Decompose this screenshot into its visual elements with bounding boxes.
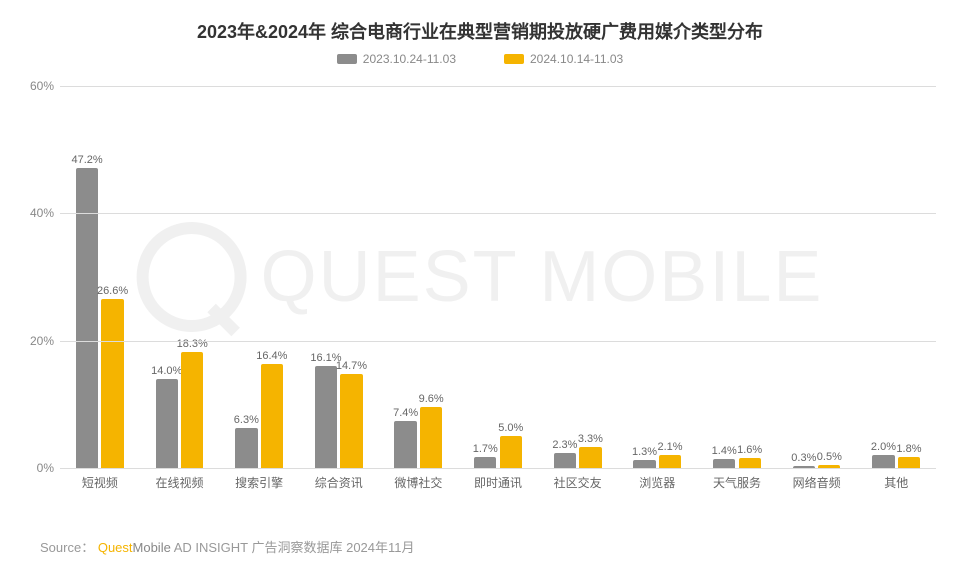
source-prefix: Source：: [40, 540, 94, 555]
bars-container: 47.2%26.6%14.0%18.3%6.3%16.4%16.1%14.7%7…: [60, 86, 936, 468]
legend-label-2: 2024.10.14-11.03: [530, 52, 623, 66]
source-line: Source： QuestMobile AD INSIGHT 广告洞察数据库 2…: [40, 537, 415, 556]
bar: 1.8%: [898, 457, 920, 468]
bar-group: 1.3%2.1%: [617, 86, 697, 468]
bar: 1.7%: [474, 457, 496, 468]
legend: 2023.10.24-11.03 2024.10.14-11.03: [0, 52, 960, 66]
bar-value-label: 0.5%: [817, 451, 842, 465]
chart-title: 2023年&2024年 综合电商行业在典型营销期投放硬广费用媒介类型分布: [0, 18, 960, 44]
x-tick-label: 网络音频: [777, 468, 857, 490]
bar-value-label: 1.6%: [737, 444, 762, 458]
chart-area: 47.2%26.6%14.0%18.3%6.3%16.4%16.1%14.7%7…: [60, 86, 936, 490]
bar: 6.3%: [235, 428, 257, 468]
bar-value-label: 5.0%: [498, 422, 523, 436]
plot-area: 47.2%26.6%14.0%18.3%6.3%16.4%16.1%14.7%7…: [60, 86, 936, 468]
bar-value-label: 16.4%: [256, 350, 287, 364]
bar-value-label: 7.4%: [393, 407, 418, 421]
bar: 16.4%: [261, 364, 283, 468]
bar-group: 1.7%5.0%: [458, 86, 538, 468]
source-brand1: Quest: [98, 540, 133, 555]
bar-value-label: 2.3%: [552, 439, 577, 453]
x-tick-label: 搜索引擎: [219, 468, 299, 490]
x-axis: 短视频在线视频搜索引擎综合资讯微博社交即时通讯社区交友浏览器天气服务网络音频其他: [60, 468, 936, 490]
x-tick-label: 其他: [856, 468, 936, 490]
bar: 5.0%: [500, 436, 522, 468]
x-tick-label: 社区交友: [538, 468, 618, 490]
bar: 16.1%: [315, 366, 337, 469]
bar: 14.7%: [340, 374, 362, 468]
bar-value-label: 47.2%: [71, 154, 102, 168]
bar-group: 7.4%9.6%: [379, 86, 459, 468]
bar-value-label: 18.3%: [177, 338, 208, 352]
source-brand2: Mobile: [133, 540, 171, 555]
bar-group: 2.0%1.8%: [856, 86, 936, 468]
gridline: [60, 213, 936, 214]
bar-value-label: 2.0%: [871, 441, 896, 455]
bar: 9.6%: [420, 407, 442, 468]
bar-value-label: 14.0%: [151, 365, 182, 379]
x-tick-label: 在线视频: [140, 468, 220, 490]
y-tick-label: 0%: [16, 461, 54, 475]
bar: 1.6%: [739, 458, 761, 468]
bar-value-label: 0.3%: [791, 452, 816, 466]
bar-value-label: 6.3%: [234, 414, 259, 428]
bar-group: 1.4%1.6%: [697, 86, 777, 468]
bar: 3.3%: [579, 447, 601, 468]
bar: 18.3%: [181, 352, 203, 469]
bar: 1.3%: [633, 460, 655, 468]
x-tick-label: 浏览器: [617, 468, 697, 490]
bar-group: 0.3%0.5%: [777, 86, 857, 468]
x-tick-label: 综合资讯: [299, 468, 379, 490]
bar-value-label: 1.3%: [632, 446, 657, 460]
legend-item-1: 2023.10.24-11.03: [337, 52, 456, 66]
bar-group: 14.0%18.3%: [140, 86, 220, 468]
bar-value-label: 9.6%: [419, 393, 444, 407]
bar-value-label: 1.8%: [896, 443, 921, 457]
y-tick-label: 20%: [16, 334, 54, 348]
bar-value-label: 26.6%: [97, 285, 128, 299]
source-rest: AD INSIGHT 广告洞察数据库 2024年11月: [171, 540, 415, 555]
bar: 7.4%: [394, 421, 416, 468]
bar: 14.0%: [156, 379, 178, 468]
bar-group: 2.3%3.3%: [538, 86, 618, 468]
gridline: [60, 341, 936, 342]
y-tick-label: 40%: [16, 206, 54, 220]
legend-swatch-1: [337, 54, 357, 64]
bar-group: 6.3%16.4%: [219, 86, 299, 468]
bar-group: 16.1%14.7%: [299, 86, 379, 468]
legend-swatch-2: [504, 54, 524, 64]
x-tick-label: 即时通讯: [458, 468, 538, 490]
bar: 2.0%: [872, 455, 894, 468]
bar-value-label: 1.7%: [473, 443, 498, 457]
x-tick-label: 微博社交: [379, 468, 459, 490]
bar-value-label: 3.3%: [578, 433, 603, 447]
bar-value-label: 1.4%: [712, 445, 737, 459]
bar: 26.6%: [101, 299, 123, 468]
bar-value-label: 14.7%: [336, 360, 367, 374]
legend-label-1: 2023.10.24-11.03: [363, 52, 456, 66]
bar-value-label: 2.1%: [657, 441, 682, 455]
bar-group: 47.2% 26.6%: [60, 86, 140, 468]
legend-item-2: 2024.10.14-11.03: [504, 52, 623, 66]
gridline: [60, 86, 936, 87]
bar: 2.1%: [659, 455, 681, 468]
bar: 1.4%: [713, 459, 735, 468]
x-tick-label: 短视频: [60, 468, 140, 490]
x-tick-label: 天气服务: [697, 468, 777, 490]
bar: 2.3%: [554, 453, 576, 468]
y-tick-label: 60%: [16, 79, 54, 93]
